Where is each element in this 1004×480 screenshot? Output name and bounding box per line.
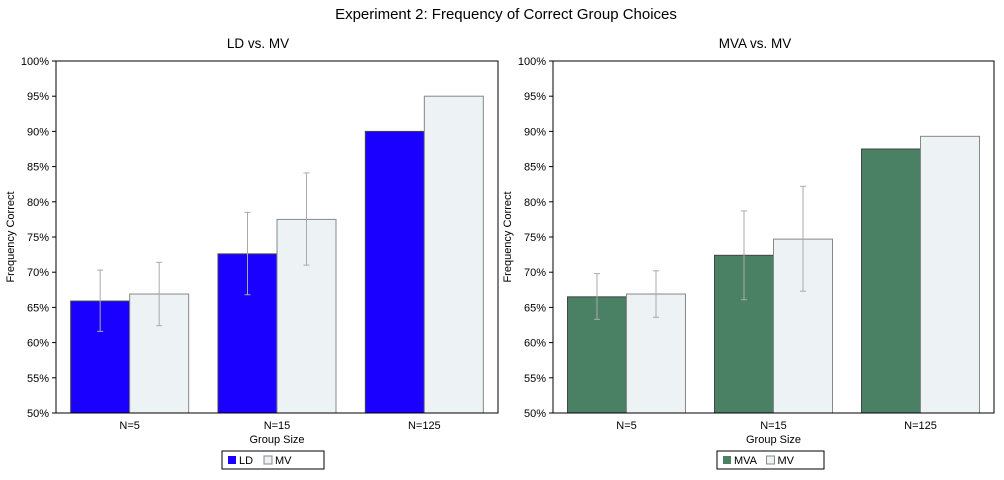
y-tick-label: 70% [27, 267, 49, 279]
y-tick-label: 65% [524, 302, 546, 314]
figure-title: Experiment 2: Frequency of Correct Group… [335, 6, 677, 23]
y-tick-label: 95% [524, 91, 546, 103]
y-tick-label: 55% [524, 373, 546, 385]
legend-label-mva: MVA [734, 455, 758, 467]
y-axis-label: Frequency Correct [502, 191, 514, 282]
y-tick-label: 80% [27, 197, 49, 209]
y-tick-label: 50% [524, 408, 546, 420]
y-tick-label: 65% [27, 302, 49, 314]
legend: LD MV [221, 450, 325, 470]
y-tick-label: 90% [27, 126, 49, 138]
bar-mv-3 [423, 95, 484, 414]
x-tick-label: N=125 [408, 420, 441, 432]
legend-swatch-mv [766, 455, 775, 465]
y-tick-label: 75% [27, 232, 49, 244]
x-tick-label: N=125 [904, 420, 937, 432]
y-tick-label: 95% [27, 91, 49, 103]
x-tick-label: N=15 [264, 420, 291, 432]
x-tick-label: N=15 [760, 420, 787, 432]
bar-mv-2 [276, 218, 337, 414]
legend: MVA MV [716, 450, 825, 470]
legend-swatch-mv [263, 455, 273, 465]
legend-label-mv: MV [275, 455, 292, 467]
y-tick-label: 70% [524, 267, 546, 279]
y-tick-label: 55% [27, 373, 49, 385]
x-tick-label: N=5 [616, 420, 637, 432]
y-tick-label: 50% [27, 408, 49, 420]
y-tick-label: 75% [524, 232, 546, 244]
y-tick-label: 100% [518, 56, 546, 68]
y-tick-label: 60% [524, 338, 546, 350]
legend-swatch-ld [228, 456, 236, 464]
y-tick-label: 100% [21, 56, 49, 68]
plot-frame [55, 60, 499, 414]
y-tick-label: 90% [524, 126, 546, 138]
y-axis-label: Frequency Correct [5, 191, 17, 282]
chart-panel-2: MVA vs. MV 50% 55% 60% 65% 70% 75% 80% 85% 90% 95%… [502, 36, 995, 470]
legend-label-ld: LD [239, 455, 253, 467]
y-tick-label: 85% [524, 162, 546, 174]
chart-title: MVA vs. MV [719, 36, 792, 51]
y-tick-label: 85% [27, 162, 49, 174]
x-axis-label: Group Size [249, 434, 304, 446]
x-axis-label: Group Size [746, 434, 801, 446]
plot-frame [552, 60, 995, 414]
bar-mv-3 [920, 135, 980, 414]
y-tick-label: 60% [27, 338, 49, 350]
bar-mva-3 [861, 148, 921, 414]
chart-panel-1: LD vs. MV 50% 55% 60% 65% 70% 75% 80% 85% 90% 95% 1… [5, 36, 499, 470]
y-tick-label: 80% [524, 197, 546, 209]
legend-swatch-mva [723, 456, 731, 464]
legend-box [221, 450, 325, 470]
bar-ld-3 [364, 130, 425, 414]
chart-title: LD vs. MV [227, 36, 289, 51]
x-tick-label: N=5 [119, 420, 140, 432]
legend-label-mv: MV [778, 455, 795, 467]
